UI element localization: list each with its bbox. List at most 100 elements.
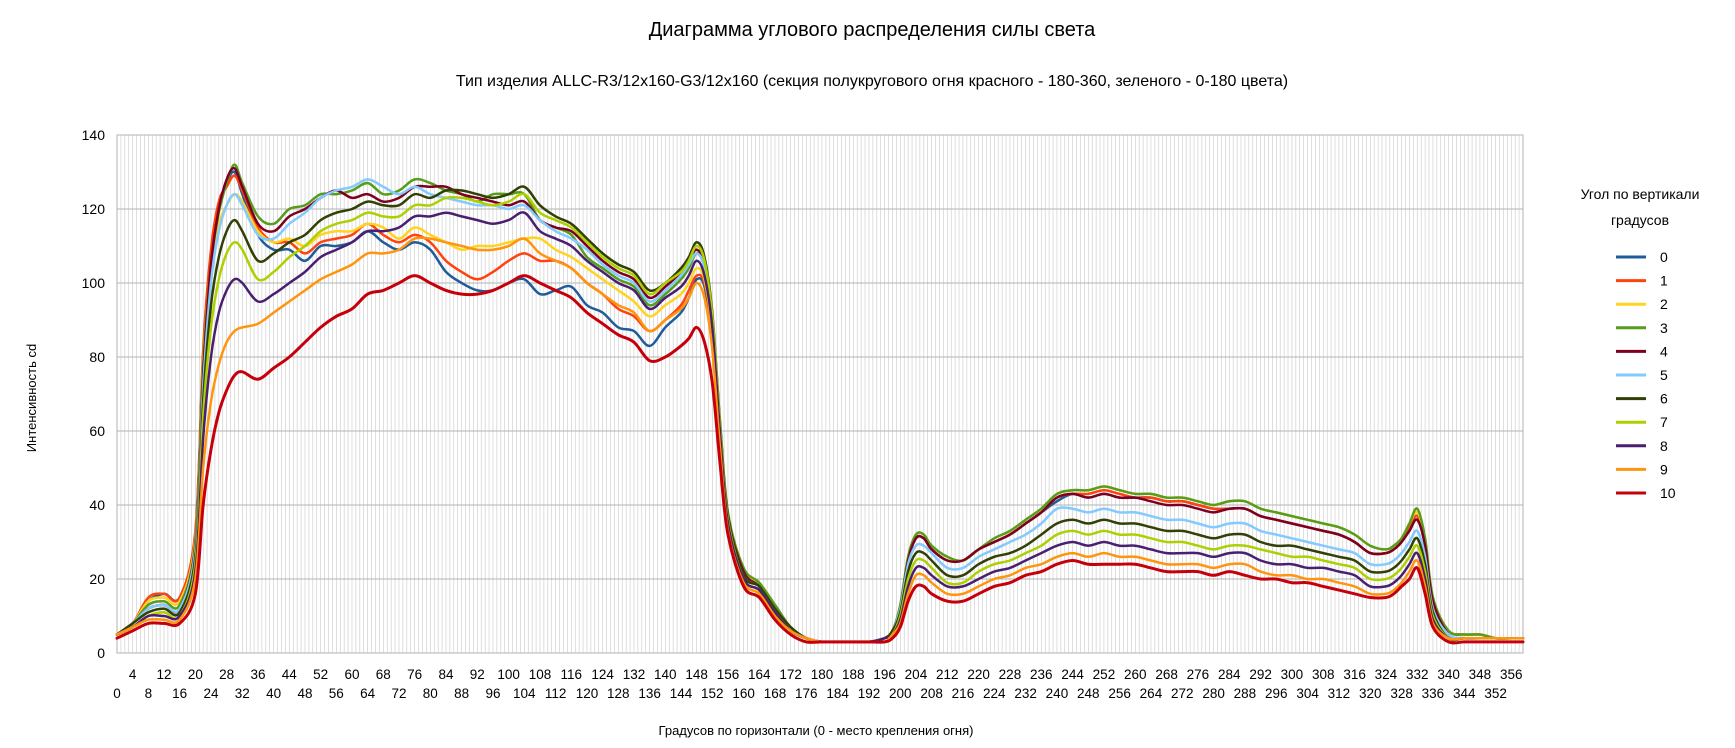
x-tick-label: 264 [1140,686,1163,701]
legend-label: 8 [1660,438,1668,454]
x-tick-label: 192 [858,686,881,701]
plot-frame [116,134,1524,654]
x-tick-label: 48 [297,686,312,701]
x-tick-label: 228 [999,667,1022,682]
x-tick-label: 168 [764,686,787,701]
chart-subtitle: Тип изделия ALLC-R3/12x160-G3/12x160 (се… [456,73,1288,90]
legend-item-3: 3 [1616,320,1668,336]
x-tick-label: 152 [701,686,724,701]
legend-title-line-2: градусов [1611,212,1669,228]
x-tick-label: 184 [826,686,849,701]
legend-label: 2 [1660,296,1668,312]
x-tick-label: 248 [1077,686,1100,701]
x-tick-label: 352 [1484,686,1507,701]
x-tick-label: 136 [638,686,661,701]
x-tick-label: 324 [1375,667,1398,682]
x-tick-label: 356 [1500,667,1523,682]
x-tick-label: 116 [561,667,583,682]
x-tick-label: 80 [423,686,438,701]
legend-item-2: 2 [1616,296,1668,312]
y-axis-title: Интенсивность cd [24,344,39,452]
series-line-0 [115,170,1525,644]
legend-label: 6 [1660,391,1668,407]
x-tick-label: 176 [795,686,818,701]
legend-item-7: 7 [1616,414,1668,430]
legend-item-10: 10 [1616,485,1676,501]
x-tick-label: 140 [654,667,677,682]
x-tick-label: 4 [129,667,137,682]
x-tick-label: 224 [983,686,1006,701]
x-tick-label: 12 [156,667,171,682]
series-lines [115,163,1525,645]
x-tick-label: 0 [113,686,121,701]
y-tick-label: 40 [89,497,105,513]
x-tick-label: 68 [376,667,391,682]
y-tick-label: 100 [82,275,106,291]
x-tick-label: 240 [1046,686,1069,701]
horizontal-gridlines [117,134,1523,654]
x-tick-label: 36 [250,667,265,682]
x-tick-label: 212 [936,667,959,682]
series-line-6 [115,185,1525,644]
legend-label: 5 [1660,367,1668,383]
legend-item-8: 8 [1616,438,1668,454]
x-tick-label: 120 [576,686,599,701]
vertical-gridlines [120,135,1520,653]
series-line-2 [115,192,1525,644]
x-tick-label: 216 [952,686,975,701]
legend-item-5: 5 [1616,367,1668,383]
y-tick-label: 60 [89,423,105,439]
y-tick-label: 0 [97,645,105,661]
x-tick-label: 188 [842,667,865,682]
x-tick-label: 124 [591,667,614,682]
x-tick-label: 208 [920,686,943,701]
x-tick-label: 160 [732,686,755,701]
x-tick-label: 196 [873,667,896,682]
x-tick-label: 272 [1171,686,1194,701]
x-tick-label: 172 [779,667,802,682]
x-tick-label: 40 [266,686,281,701]
series-line-10 [115,274,1525,645]
x-tick-label: 108 [529,667,552,682]
x-tick-label: 128 [607,686,630,701]
x-tick-label: 204 [905,667,928,682]
x-tick-label: 344 [1453,686,1476,701]
x-tick-label: 200 [889,686,912,701]
x-tick-label: 284 [1218,667,1241,682]
legend-item-1: 1 [1616,273,1668,289]
x-axis-title: Градусов по горизонтали (0 - место крепл… [659,723,974,738]
x-tick-label: 308 [1312,667,1335,682]
x-tick-label: 56 [329,686,344,701]
x-tick-label: 92 [470,667,485,682]
x-tick-label: 44 [282,667,298,682]
x-tick-label: 60 [344,667,359,682]
x-tick-label: 316 [1343,667,1366,682]
legend-item-6: 6 [1616,391,1668,407]
x-tick-label: 156 [717,667,740,682]
legend-label: 4 [1660,343,1668,359]
x-tick-label: 180 [811,667,834,682]
x-tick-label: 84 [438,667,454,682]
x-tick-label: 96 [485,686,500,701]
x-tick-label: 320 [1359,686,1382,701]
x-tick-label: 16 [172,686,187,701]
x-tick-label: 64 [360,686,376,701]
legend-items: 0 1 2 3 4 5 6 7 8 9 10 [1616,249,1676,501]
x-tick-label: 28 [219,667,234,682]
x-tick-label: 332 [1406,667,1429,682]
chart-title: Диаграмма углового распределения силы св… [649,19,1096,41]
x-tick-label: 256 [1108,686,1131,701]
legend-item-0: 0 [1616,249,1668,265]
x-tick-label: 220 [967,667,990,682]
x-tick-label: 340 [1437,667,1460,682]
x-tick-label: 8 [145,686,153,701]
series-line-5 [115,178,1525,644]
legend-item-4: 4 [1616,343,1668,359]
x-tick-label: 280 [1202,686,1225,701]
x-tick-label: 144 [670,686,693,701]
x-tick-label: 100 [497,667,520,682]
x-tick-label: 76 [407,667,422,682]
plot-area [115,134,1525,654]
x-tick-label: 304 [1296,686,1319,701]
